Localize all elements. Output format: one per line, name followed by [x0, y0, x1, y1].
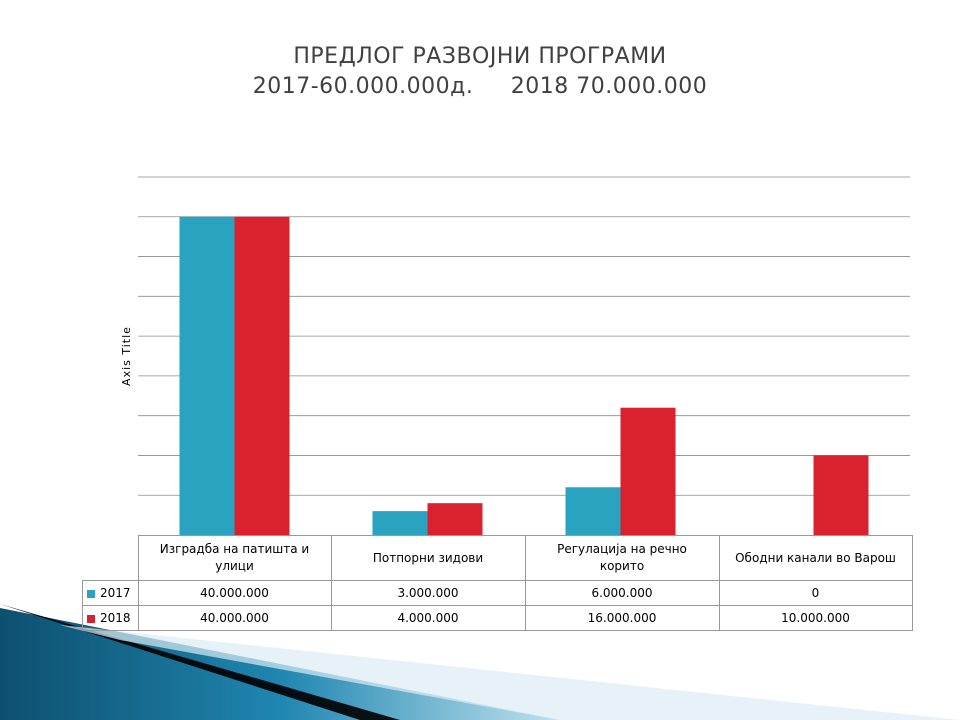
table-cell: 40.000.000 — [137, 605, 332, 631]
bars — [179, 216, 869, 535]
table-cell: 16.000.000 — [524, 605, 720, 631]
table-cell: 0 — [718, 580, 913, 606]
table-header-cell: Изградба на патишта и улици — [137, 535, 332, 581]
table-header-cell: Ободни канали во Варош — [718, 535, 913, 581]
table-row: 2018 40.000.000 4.000.000 16.000.000 10.… — [82, 605, 913, 631]
legend-key-2017: 2017 — [82, 580, 139, 606]
bar-2018-2 — [620, 407, 676, 535]
table-row: 2017 40.000.000 3.000.000 6.000.000 0 — [82, 580, 913, 606]
table-header-cell: Регулација на речно корито — [524, 535, 720, 581]
bar-2018-3 — [813, 455, 869, 535]
legend-swatch-2017 — [87, 589, 95, 598]
bar-2018-1 — [427, 503, 483, 535]
table-cell: 4.000.000 — [330, 605, 526, 631]
table-cell: 10.000.000 — [718, 605, 913, 631]
light-swoosh — [60, 625, 960, 720]
bar-2018-0 — [234, 216, 290, 535]
table-cell: 40.000.000 — [137, 580, 332, 606]
slide-title: ПРЕДЛОГ РАЗВОЈНИ ПРОГРАМИ 2017-60.000.00… — [0, 42, 960, 102]
table-cell: 3.000.000 — [330, 580, 526, 606]
table-header-cell: Потпорни зидови — [330, 535, 526, 581]
bar-2017-1 — [372, 511, 428, 535]
legend-key-2018: 2018 — [82, 605, 139, 631]
bar-2017-0 — [179, 216, 235, 535]
table-header-row: Изградба на патишта и улици Потпорни зидо… — [83, 535, 913, 581]
bar-2017-2 — [565, 487, 621, 535]
legend-swatch-2018 — [87, 614, 95, 623]
table-cell: 6.000.000 — [524, 580, 720, 606]
title-line-2: 2017-60.000.000д. 2018 70.000.000 — [252, 74, 708, 99]
data-table: Изградба на патишта и улици Потпорни зидо… — [82, 535, 913, 631]
title-line-1: ПРЕДЛОГ РАЗВОЈНИ ПРОГРАМИ — [293, 44, 667, 69]
y-axis-title: Axis Title — [120, 326, 133, 386]
